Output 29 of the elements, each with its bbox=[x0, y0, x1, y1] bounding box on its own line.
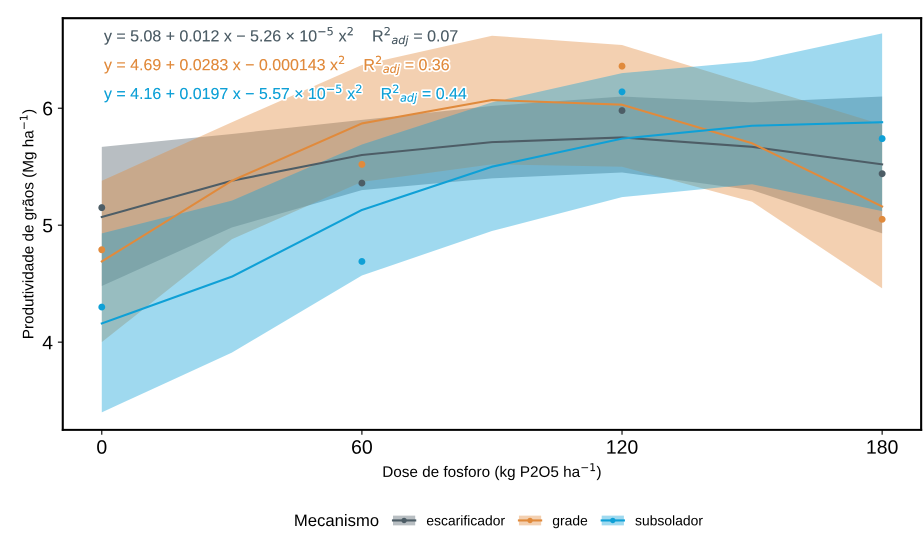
line-series bbox=[100, 136, 884, 218]
point bbox=[358, 160, 366, 168]
point bbox=[98, 204, 106, 212]
y-tick-label: 6 bbox=[43, 102, 52, 116]
legend-title: Mecanismo bbox=[295, 514, 378, 526]
point bbox=[878, 216, 886, 223]
point bbox=[98, 304, 106, 311]
y-axis-title: Produtividade de grãos (Mg ha$^{−1}$) bbox=[20, 110, 37, 338]
point bbox=[618, 88, 626, 96]
point bbox=[98, 246, 106, 254]
legend-label: escarificador bbox=[426, 515, 505, 526]
legend-label: grade bbox=[552, 515, 588, 528]
legend-label: subsolador bbox=[635, 515, 703, 526]
x-tick-label: 120 bbox=[607, 440, 638, 454]
line-series bbox=[100, 121, 884, 324]
point bbox=[358, 180, 366, 187]
text: y = 4.16 + 0.0197 x − 5.57 × 10$^{−5}$ x$^{2}$ R$^{2}$$_{adj}$ = 0.44 bbox=[104, 84, 466, 104]
x-axis-title: Dose de fosforo (kg P2O5 ha$^{−1}$) bbox=[384, 463, 601, 480]
point bbox=[358, 258, 366, 265]
x-tick-label: 60 bbox=[352, 440, 372, 454]
point bbox=[618, 62, 626, 70]
x-tick-label: 180 bbox=[867, 440, 898, 454]
text: y = 5.08 + 0.012 x − 5.26 × 10$^{−5}$ x$^{2}$ R$^{2}$$_{adj}$ = 0.07 bbox=[104, 26, 458, 46]
point bbox=[878, 170, 886, 178]
y-tick-label: 4 bbox=[42, 336, 52, 350]
x-tick-label: 0 bbox=[97, 440, 106, 454]
y-tick-label: 5 bbox=[43, 218, 52, 232]
point bbox=[618, 107, 626, 114]
point bbox=[878, 135, 886, 142]
